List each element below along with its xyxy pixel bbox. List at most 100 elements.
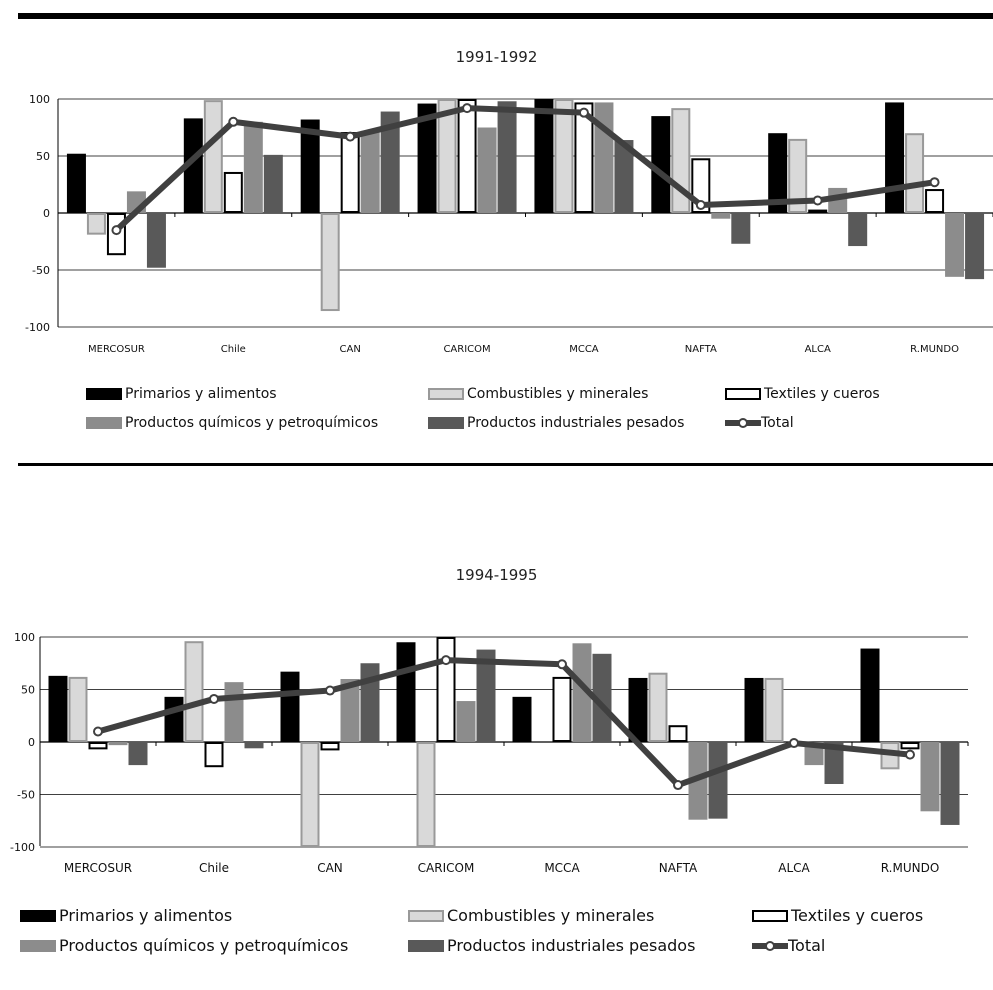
legend-item: Primarios y alimentos	[20, 906, 232, 925]
bar-primarios	[534, 99, 554, 213]
bar-textiles	[320, 742, 340, 751]
legend-item: Productos químicos y petroquímicos	[86, 415, 378, 431]
total-point	[228, 116, 239, 127]
bar-pesados	[614, 140, 634, 213]
legend-label: Productos industriales pesados	[447, 936, 696, 955]
bar-primarios	[768, 133, 788, 213]
total-point	[812, 195, 823, 206]
legend-swatch	[408, 939, 444, 952]
bar-combustibles	[554, 99, 574, 213]
bar-pesados	[965, 213, 985, 280]
category-label: MERCOSUR	[88, 344, 145, 355]
y-tick-label: 50	[36, 150, 50, 163]
bar-quimicos	[360, 130, 380, 213]
bar-combustibles	[184, 641, 204, 743]
bar-quimicos	[224, 682, 244, 742]
category-label: CAN	[340, 344, 361, 355]
bar-textiles	[223, 171, 243, 214]
category-label: ALCA	[805, 344, 831, 355]
bar-combustibles	[300, 742, 320, 847]
bar-textiles	[88, 742, 108, 750]
bar-primarios	[66, 153, 86, 213]
category-label: CARICOM	[443, 344, 490, 355]
legend-swatch	[752, 909, 788, 922]
legend-swatch	[752, 939, 788, 953]
chart-1-title: 1991-1992	[455, 48, 538, 66]
legend-label: Total	[788, 936, 826, 955]
total-point	[789, 738, 799, 749]
total-point	[673, 780, 683, 791]
legend-item: Textiles y cueros	[725, 386, 880, 402]
chart-2-title: 1994-1995	[455, 566, 538, 584]
legend-swatch	[725, 388, 761, 400]
y-tick-label: 100	[14, 631, 35, 644]
bar-pesados	[940, 742, 960, 825]
bar-primarios	[183, 118, 203, 213]
y-tick-label: -100	[25, 321, 50, 334]
category-label: NAFTA	[659, 861, 698, 875]
bar-combustibles	[788, 138, 808, 213]
total-line	[114, 105, 936, 233]
y-tick-label: -50	[17, 789, 35, 802]
category-label: ALCA	[778, 861, 810, 875]
bar-pesados	[360, 663, 380, 742]
bar-pesados	[128, 742, 148, 766]
legend-label: Textiles y cueros	[764, 386, 880, 402]
bar-pesados	[244, 742, 264, 749]
category-label: Chile	[199, 861, 229, 875]
category-label: NAFTA	[685, 344, 717, 355]
bar-textiles	[925, 189, 945, 213]
category-label: R.MUNDO	[881, 861, 940, 875]
category-label: Chile	[221, 344, 246, 355]
y-tick-label: 0	[28, 736, 35, 749]
total-point	[345, 131, 356, 142]
bar-combustibles	[416, 742, 436, 847]
bar-combustibles	[320, 213, 340, 312]
category-label: MCCA	[569, 344, 599, 355]
bar-quimicos	[477, 127, 497, 213]
legend-item: Primarios y alimentos	[86, 386, 277, 402]
bar-textiles	[574, 102, 594, 213]
bar-combustibles	[68, 676, 88, 743]
bar-primarios	[300, 119, 320, 213]
legend-swatch	[428, 388, 464, 400]
bar-pesados	[263, 154, 283, 213]
legend-swatch	[725, 416, 761, 430]
total-point	[111, 225, 122, 236]
legend-item: Combustibles y minerales	[408, 906, 654, 925]
bar-primarios	[512, 696, 532, 742]
legend-swatch	[86, 417, 122, 429]
bar-textiles	[900, 742, 920, 750]
category-label: R.MUNDO	[910, 344, 959, 355]
y-tick-label: 50	[21, 684, 35, 697]
bar-quimicos	[340, 679, 360, 742]
legend-label: Total	[761, 415, 794, 431]
legend-swatch	[408, 909, 444, 922]
legend-swatch	[86, 388, 122, 400]
legend-swatch	[428, 417, 464, 429]
category-label: CARICOM	[418, 861, 475, 875]
top-rule	[18, 13, 993, 19]
bar-primarios	[396, 642, 416, 742]
bar-pesados	[731, 213, 751, 244]
total-point	[695, 200, 706, 211]
total-point	[93, 726, 103, 737]
legend-swatch	[20, 909, 56, 922]
legend-item: Total	[725, 415, 794, 431]
chart-2: 100 50 0 -50 -100 MERCOSUR Chile CAN CARICOM MCCA…	[10, 631, 969, 875]
y-tick-label: -50	[32, 264, 50, 277]
bar-primarios	[651, 116, 671, 213]
total-point	[209, 693, 219, 704]
category-label: MERCOSUR	[64, 861, 132, 875]
y-tick-label: 0	[43, 207, 50, 220]
legend-label: Combustibles y minerales	[447, 906, 655, 925]
total-point	[578, 107, 589, 118]
bar-combustibles	[905, 133, 925, 213]
bar-pesados	[592, 653, 612, 742]
y-tick-label: -100	[10, 841, 35, 854]
bar-pesados	[708, 742, 728, 819]
bar-quimicos	[920, 742, 940, 812]
legend-item: Textiles y cueros	[752, 906, 923, 925]
bar-pesados	[497, 101, 517, 213]
